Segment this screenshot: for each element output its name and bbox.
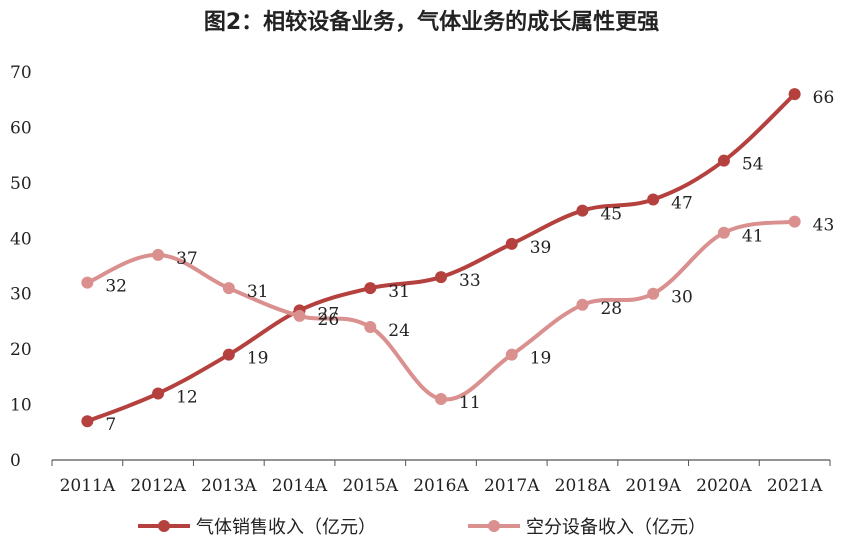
data-point <box>505 348 518 361</box>
y-tick-label: 70 <box>10 63 32 83</box>
data-label: 12 <box>176 387 198 407</box>
data-point <box>717 226 730 239</box>
data-label: 32 <box>105 277 127 297</box>
data-label: 54 <box>742 155 764 175</box>
series-layer <box>81 88 801 428</box>
data-point <box>81 276 94 289</box>
data-point <box>505 237 518 250</box>
data-label: 47 <box>671 193 693 213</box>
data-label: 31 <box>388 282 410 302</box>
y-tick-label: 0 <box>10 451 21 471</box>
x-tick-label: 2017A <box>484 476 540 496</box>
data-label: 7 <box>105 415 116 435</box>
data-point <box>152 248 165 261</box>
data-label: 24 <box>388 321 410 341</box>
data-point <box>222 348 235 361</box>
data-point <box>788 215 801 228</box>
x-tick-label: 2015A <box>342 476 398 496</box>
data-label: 11 <box>459 393 481 413</box>
data-point <box>435 271 447 284</box>
y-tick-label: 10 <box>10 396 32 416</box>
legend-entry: 气体销售收入（亿元） <box>196 517 376 538</box>
data-label: 43 <box>813 216 835 236</box>
data-point <box>576 204 589 217</box>
axes: 2011A 2012A 2013A 2014A 2015A 2016A 2017A 2018A… <box>10 63 831 496</box>
x-tick-label: 2019A <box>625 476 681 496</box>
data-point <box>222 282 235 295</box>
y-tick-label: 60 <box>10 118 32 138</box>
x-tick-label: 2014A <box>272 476 328 496</box>
legend-swatch-marker <box>488 520 500 532</box>
data-label: 41 <box>742 227 764 247</box>
data-label: 28 <box>600 299 622 319</box>
y-tick-label: 50 <box>10 174 32 194</box>
x-tick-label: 2016A <box>413 476 469 496</box>
data-point <box>647 193 660 206</box>
data-label: 45 <box>600 205 622 225</box>
data-label: 33 <box>459 271 481 291</box>
x-tick-label: 2012A <box>130 476 186 496</box>
x-tick-label: 2011A <box>60 476 116 496</box>
x-tick-label: 2018A <box>555 476 611 496</box>
x-tick-label: 2020A <box>696 476 752 496</box>
legend-swatch-marker <box>158 520 170 532</box>
y-tick-label: 30 <box>10 285 32 305</box>
legend-entry: 空分设备收入（亿元） <box>526 517 706 538</box>
data-label: 19 <box>530 349 552 369</box>
x-tick-label: 2013A <box>201 476 257 496</box>
data-label: 26 <box>318 310 340 330</box>
data-label: 19 <box>247 349 269 369</box>
x-tick-label: 2021A <box>767 476 823 496</box>
data-point <box>364 282 377 295</box>
chart-title: 图2：相较设备业务，气体业务的成长属性更强 <box>203 10 660 35</box>
legend: 气体销售收入（亿元） 空分设备收入（亿元） <box>138 517 706 538</box>
data-point <box>81 415 94 428</box>
data-label: 30 <box>671 288 693 308</box>
data-point <box>293 309 306 322</box>
data-point <box>152 387 165 400</box>
data-labels: 7 12 19 27 31 33 39 45 47 54 66 32 37 31 26 24 11 19 28 30 4… <box>105 88 834 435</box>
data-point <box>788 88 801 101</box>
data-point <box>435 393 447 406</box>
data-point <box>576 298 589 311</box>
data-label: 37 <box>176 249 198 269</box>
data-point <box>364 320 377 333</box>
data-label: 39 <box>530 238 552 258</box>
data-label: 31 <box>247 282 269 302</box>
data-label: 27 <box>318 304 340 324</box>
data-label: 66 <box>813 88 835 108</box>
y-tick-label: 40 <box>10 229 32 249</box>
data-point <box>717 154 730 167</box>
y-tick-label: 20 <box>10 340 32 360</box>
data-point <box>647 287 660 300</box>
